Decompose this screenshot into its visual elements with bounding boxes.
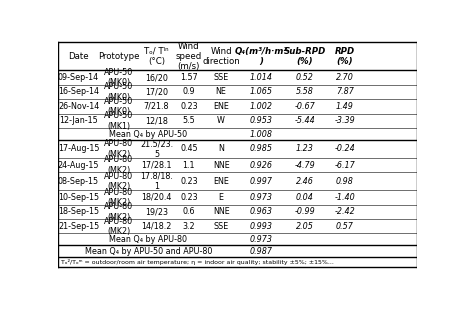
Text: APU-80
(MK2): APU-80 (MK2) <box>104 217 133 236</box>
Text: 3.2: 3.2 <box>182 222 195 231</box>
Text: SSE: SSE <box>213 222 229 231</box>
Text: Mean Q₄ by APU-50: Mean Q₄ by APU-50 <box>109 130 188 139</box>
Text: 16-Sep-14: 16-Sep-14 <box>58 88 99 97</box>
Text: 7/21.8: 7/21.8 <box>144 102 169 111</box>
Text: 0.987: 0.987 <box>250 247 273 256</box>
Text: 1.002: 1.002 <box>250 102 273 111</box>
Text: 09-Sep-14: 09-Sep-14 <box>58 73 99 82</box>
Text: Q₄(m³/h·m²
): Q₄(m³/h·m² ) <box>235 47 288 66</box>
Text: 2.46: 2.46 <box>296 177 313 186</box>
Text: 2.70: 2.70 <box>336 73 354 82</box>
Text: 0.23: 0.23 <box>180 193 198 202</box>
Text: ENE: ENE <box>213 102 229 111</box>
Text: 24-Aug-15: 24-Aug-15 <box>58 161 99 170</box>
Text: -2.42: -2.42 <box>335 207 355 216</box>
Text: Prototype: Prototype <box>98 52 140 61</box>
Text: 5.58: 5.58 <box>296 88 313 97</box>
Text: 2.05: 2.05 <box>296 222 313 231</box>
Text: 17-Aug-15: 17-Aug-15 <box>58 144 99 153</box>
Text: 5.5: 5.5 <box>182 116 195 125</box>
Text: 1.014: 1.014 <box>250 73 273 82</box>
Text: 16/20: 16/20 <box>145 73 168 82</box>
Text: 17/20: 17/20 <box>145 88 168 97</box>
Text: 7.87: 7.87 <box>336 88 354 97</box>
Text: -0.99: -0.99 <box>294 207 315 216</box>
Text: 0.9: 0.9 <box>182 88 195 97</box>
Text: 1.49: 1.49 <box>336 102 354 111</box>
Text: 14/18.2: 14/18.2 <box>141 222 172 231</box>
Text: -0.24: -0.24 <box>335 144 355 153</box>
Text: NNE: NNE <box>213 207 230 216</box>
Text: -5.44: -5.44 <box>294 116 315 125</box>
Text: SSE: SSE <box>213 73 229 82</box>
Text: 0.953: 0.953 <box>250 116 273 125</box>
Text: 17.8/18.
1: 17.8/18. 1 <box>140 172 173 191</box>
Text: Mean Q₄ by APU-50 and APU-80: Mean Q₄ by APU-50 and APU-80 <box>85 247 212 256</box>
Text: APU-80
(MK2): APU-80 (MK2) <box>104 202 133 222</box>
Text: Tₒ/ Tᴵⁿ
(°C): Tₒ/ Tᴵⁿ (°C) <box>144 47 169 66</box>
Text: 12-Jan-15: 12-Jan-15 <box>59 116 98 125</box>
Text: APU-50
(MK1): APU-50 (MK1) <box>104 111 133 130</box>
Text: Mean Q₄ by APU-80: Mean Q₄ by APU-80 <box>109 235 188 244</box>
Text: 0.926: 0.926 <box>250 161 273 170</box>
Text: APU-80
(MK2): APU-80 (MK2) <box>104 155 133 175</box>
Text: RPD
(%): RPD (%) <box>335 47 355 66</box>
Text: Date: Date <box>68 52 89 61</box>
Text: 1.065: 1.065 <box>250 88 273 97</box>
Text: 1.57: 1.57 <box>180 73 198 82</box>
Text: 26-Nov-14: 26-Nov-14 <box>58 102 99 111</box>
Text: E: E <box>219 193 224 202</box>
Text: APU-80
(MK2): APU-80 (MK2) <box>104 139 133 159</box>
Text: Wind
speed
(m/s): Wind speed (m/s) <box>176 42 202 71</box>
Text: 0.6: 0.6 <box>182 207 195 216</box>
Text: 0.997: 0.997 <box>250 177 273 186</box>
Text: 21-Sep-15: 21-Sep-15 <box>58 222 99 231</box>
Text: N: N <box>218 144 224 153</box>
Text: 0.57: 0.57 <box>336 222 354 231</box>
Text: -4.79: -4.79 <box>294 161 315 170</box>
Text: APU-80
(MK2): APU-80 (MK2) <box>104 188 133 207</box>
Text: 0.04: 0.04 <box>296 193 313 202</box>
Text: 0.23: 0.23 <box>180 102 198 111</box>
Text: ENE: ENE <box>213 177 229 186</box>
Text: APU-80
(MK2): APU-80 (MK2) <box>104 172 133 191</box>
Text: 18/20.4: 18/20.4 <box>141 193 172 202</box>
Text: 0.52: 0.52 <box>296 73 313 82</box>
Text: 0.45: 0.45 <box>180 144 198 153</box>
Text: Sub-RPD
(%): Sub-RPD (%) <box>283 47 325 66</box>
Text: APU-50
(MK0): APU-50 (MK0) <box>104 68 133 87</box>
Text: NE: NE <box>216 88 226 97</box>
Text: 0.985: 0.985 <box>250 144 273 153</box>
Text: 1.23: 1.23 <box>296 144 313 153</box>
Text: Tₒ²/Tₒᵐ = outdoor/room air temperature; η = indoor air quality; stability ±5%; ±: Tₒ²/Tₒᵐ = outdoor/room air temperature; … <box>61 259 334 266</box>
Text: 1.008: 1.008 <box>250 130 273 139</box>
Text: 18-Sep-15: 18-Sep-15 <box>58 207 99 216</box>
Text: 1.1: 1.1 <box>182 161 195 170</box>
Text: 17/28.1: 17/28.1 <box>141 161 172 170</box>
Text: Wind
direction: Wind direction <box>202 47 240 66</box>
Text: 0.98: 0.98 <box>336 177 354 186</box>
Text: 0.973: 0.973 <box>250 193 273 202</box>
Text: 08-Sep-15: 08-Sep-15 <box>58 177 99 186</box>
Text: 0.973: 0.973 <box>250 235 273 244</box>
Text: 21.5/23.
5: 21.5/23. 5 <box>140 139 173 159</box>
Text: -3.39: -3.39 <box>335 116 355 125</box>
Text: NNE: NNE <box>213 161 230 170</box>
Text: 12/18: 12/18 <box>145 116 168 125</box>
Text: APU-50
(MK0): APU-50 (MK0) <box>104 97 133 116</box>
Text: 0.963: 0.963 <box>250 207 273 216</box>
Text: 10-Sep-15: 10-Sep-15 <box>58 193 99 202</box>
Text: 19/23: 19/23 <box>145 207 168 216</box>
Text: -6.17: -6.17 <box>335 161 355 170</box>
Text: -1.40: -1.40 <box>335 193 355 202</box>
Text: 0.993: 0.993 <box>250 222 273 231</box>
Text: W: W <box>217 116 225 125</box>
Text: APU-50
(MK0): APU-50 (MK0) <box>104 82 133 102</box>
Text: 0.23: 0.23 <box>180 177 198 186</box>
Text: -0.67: -0.67 <box>294 102 315 111</box>
